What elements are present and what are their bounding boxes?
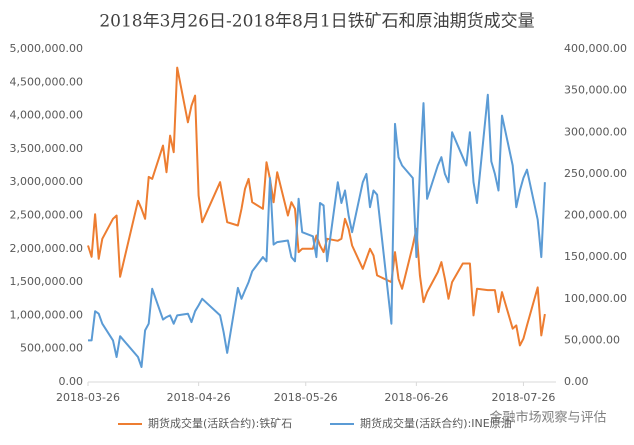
watermark: 金融市场观察与评估 bbox=[489, 410, 606, 426]
y-tick-label: 0.00 bbox=[59, 375, 84, 388]
y-tick-label: 4,000,000.00 bbox=[10, 109, 83, 122]
y2-tick-label: 0.00 bbox=[564, 375, 589, 388]
x-tick-label: 2018-04-26 bbox=[167, 391, 231, 404]
x-tick-label: 2018-05-26 bbox=[274, 391, 338, 404]
y-tick-label: 4,500,000.00 bbox=[10, 75, 83, 88]
y2-tick-label: 150,000.00 bbox=[564, 250, 627, 263]
y-tick-label: 2,000,000.00 bbox=[10, 242, 83, 255]
x-tick-label: 2018-03-26 bbox=[56, 391, 120, 404]
legend-label: 期货成交量(活跃合约):INE原油 bbox=[360, 416, 512, 430]
y-tick-label: 1,500,000.00 bbox=[10, 275, 83, 288]
x-tick-label: 2018-07-26 bbox=[491, 391, 555, 404]
y-tick-label: 1,000,000.00 bbox=[10, 308, 83, 321]
series-line bbox=[88, 93, 546, 368]
y2-tick-label: 50,000.00 bbox=[564, 333, 620, 346]
legend-label: 期货成交量(活跃合约):铁矿石 bbox=[148, 416, 292, 430]
chart-title: 2018年3月26日-2018年8月1日铁矿石和原油期货成交量 bbox=[99, 12, 534, 32]
x-tick-label: 2018-06-26 bbox=[384, 391, 448, 404]
y2-tick-label: 250,000.00 bbox=[564, 167, 627, 180]
y-tick-label: 5,000,000.00 bbox=[10, 42, 83, 55]
series-line bbox=[87, 66, 546, 347]
y-tick-label: 500,000.00 bbox=[20, 342, 83, 355]
y2-tick-label: 400,000.00 bbox=[564, 42, 627, 55]
y-tick-label: 2,500,000.00 bbox=[10, 209, 83, 222]
y-tick-label: 3,500,000.00 bbox=[10, 142, 83, 155]
y2-tick-label: 300,000.00 bbox=[564, 125, 627, 138]
y2-tick-label: 350,000.00 bbox=[564, 84, 627, 97]
y2-tick-label: 200,000.00 bbox=[564, 209, 627, 222]
y-tick-label: 3,000,000.00 bbox=[10, 175, 83, 188]
y2-tick-label: 100,000.00 bbox=[564, 292, 627, 305]
